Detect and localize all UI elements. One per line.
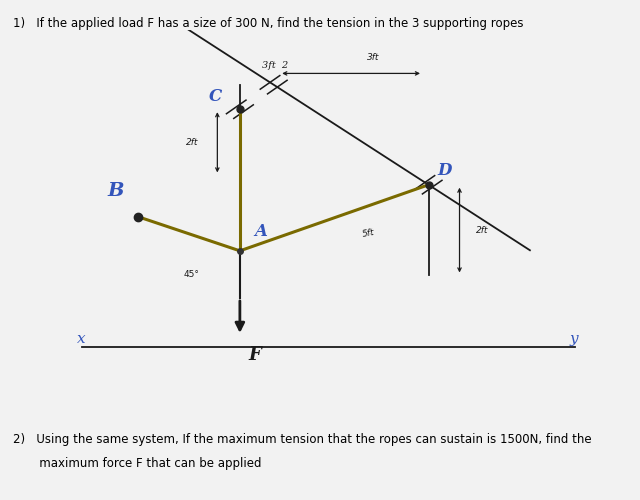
Text: 3ft: 3ft: [367, 53, 380, 62]
Text: 5ft: 5ft: [361, 228, 375, 238]
Text: F: F: [248, 346, 261, 364]
Text: 3ft  2: 3ft 2: [262, 60, 289, 70]
Text: 2ft: 2ft: [476, 226, 488, 234]
Text: maximum force F that can be applied: maximum force F that can be applied: [13, 458, 261, 470]
Text: y: y: [570, 332, 578, 346]
Text: B: B: [108, 182, 124, 200]
Text: x: x: [77, 332, 85, 346]
Text: 45°: 45°: [184, 270, 200, 280]
Text: 2)   Using the same system, If the maximum tension that the ropes can sustain is: 2) Using the same system, If the maximum…: [13, 432, 591, 446]
Text: C: C: [209, 88, 222, 104]
Text: D: D: [437, 162, 451, 180]
Text: A: A: [254, 222, 267, 240]
Text: 1)   If the applied load F has a size of 300 N, find the tension in the 3 suppor: 1) If the applied load F has a size of 3…: [13, 18, 524, 30]
Text: 2ft: 2ft: [186, 138, 198, 147]
